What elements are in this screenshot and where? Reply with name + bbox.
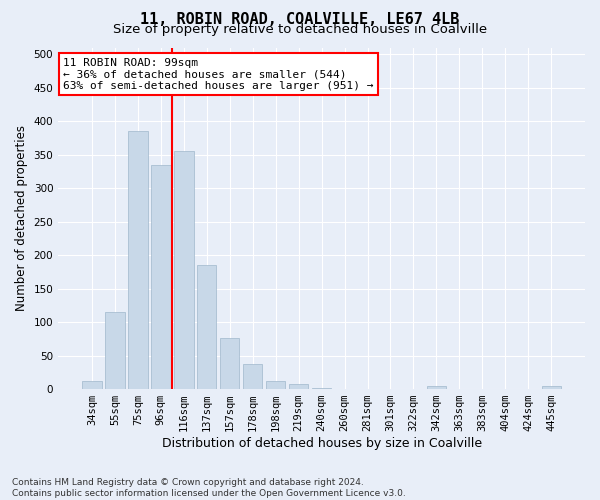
Bar: [427, 386, 446, 389]
Bar: [197, 264, 217, 389]
Bar: [174, 152, 194, 389]
Text: Size of property relative to detached houses in Coalville: Size of property relative to detached ho…: [113, 22, 487, 36]
Bar: [542, 386, 561, 389]
Bar: [105, 312, 125, 389]
Text: 11 ROBIN ROAD: 99sqm
← 36% of detached houses are smaller (544)
63% of semi-deta: 11 ROBIN ROAD: 99sqm ← 36% of detached h…: [64, 58, 374, 91]
Bar: [266, 381, 286, 389]
Bar: [151, 164, 170, 389]
Bar: [82, 381, 101, 389]
Bar: [128, 131, 148, 389]
Bar: [243, 364, 262, 389]
Y-axis label: Number of detached properties: Number of detached properties: [15, 126, 28, 312]
Text: 11, ROBIN ROAD, COALVILLE, LE67 4LB: 11, ROBIN ROAD, COALVILLE, LE67 4LB: [140, 12, 460, 28]
Bar: [289, 384, 308, 389]
X-axis label: Distribution of detached houses by size in Coalville: Distribution of detached houses by size …: [161, 437, 482, 450]
Bar: [220, 338, 239, 389]
Text: Contains HM Land Registry data © Crown copyright and database right 2024.
Contai: Contains HM Land Registry data © Crown c…: [12, 478, 406, 498]
Bar: [312, 388, 331, 389]
